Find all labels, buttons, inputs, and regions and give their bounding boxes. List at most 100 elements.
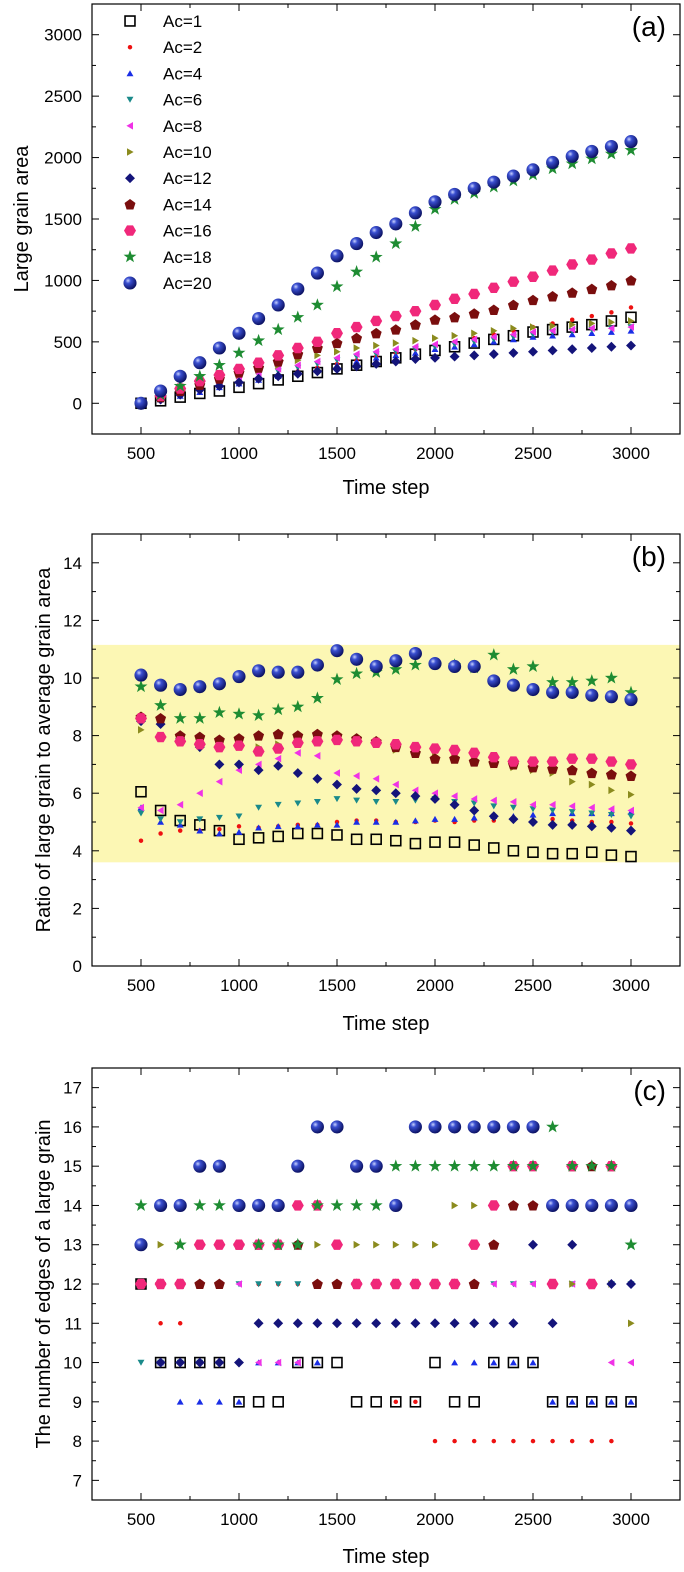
data-point [585,254,598,265]
data-point [212,1159,226,1173]
data-point [588,324,595,333]
data-point [432,334,439,342]
data-point [313,1359,321,1366]
data-point [372,799,380,806]
data-point [350,652,364,666]
data-point [568,331,576,338]
data-point [409,1396,422,1408]
data-point [294,823,302,830]
data-point [330,279,344,293]
data-point [411,786,419,795]
data-point [177,1321,183,1326]
y-tick-label: 2 [73,899,82,918]
data-point [158,1321,163,1326]
data-point [193,739,206,750]
data-point [604,1198,618,1213]
data-point [232,1198,246,1213]
data-point [331,1239,343,1250]
data-point [334,347,341,356]
data-point [526,1159,540,1172]
y-tick-label: 0 [73,394,82,413]
y-tick-label: 11 [64,1314,82,1333]
data-point [390,1318,401,1329]
data-point [468,756,480,767]
data-point [487,674,501,688]
data-point [627,323,634,331]
data-point [350,833,363,846]
data-point [471,1438,477,1444]
data-point [390,324,402,335]
data-point [608,786,615,795]
data-point [392,339,400,347]
data-point [373,1240,380,1249]
data-point [252,664,266,678]
data-point [488,304,500,315]
data-point [568,809,576,816]
data-point [528,1239,538,1250]
data-point [467,1120,481,1134]
data-point [353,818,361,825]
data-point [135,1278,147,1290]
data-point [431,815,439,822]
data-point [255,1281,263,1288]
data-point [546,756,559,767]
data-point [392,352,400,359]
data-point [373,341,380,350]
data-point [546,675,560,688]
data-point [174,736,187,747]
data-point [624,143,638,156]
data-point [490,326,498,335]
data-point [253,765,264,776]
data-point [468,308,480,319]
data-point [431,340,438,349]
data-point [353,344,361,352]
data-point [506,169,520,183]
data-point [331,328,343,339]
data-point [371,1318,382,1329]
data-point [487,175,501,189]
data-point [607,328,615,335]
data-point [605,1396,618,1408]
data-point [310,1198,324,1211]
data-point [549,332,557,339]
data-point [628,790,635,799]
data-point [470,335,478,344]
data-point [605,769,617,780]
data-point [565,685,579,699]
data-point [547,1318,558,1329]
data-point [292,768,303,778]
data-point [625,759,637,770]
data-point [530,1438,536,1444]
data-point [507,1200,519,1211]
data-point [271,322,285,336]
data-point [370,327,382,339]
y-tick-label: 4 [73,842,82,861]
legend-marker [127,44,133,50]
data-point [508,814,519,825]
data-point [467,181,481,195]
data-point [569,320,576,329]
series-6 [138,317,635,408]
series-5 [137,749,634,815]
data-point [196,816,204,823]
data-point [389,236,403,250]
data-point [624,135,638,149]
data-point [255,1358,262,1367]
legend: Ac=1 Ac=2 Ac=4 Ac=6 Ac=8 Ac=10 Ac=12 Ac=14 Ac=16… [123,12,212,293]
series-1 [135,311,637,410]
data-point [451,815,459,822]
data-point [604,690,618,704]
data-point [410,354,421,365]
data-point [372,347,380,356]
data-point [430,794,440,804]
data-point [154,804,167,817]
data-point [429,836,441,848]
data-point [351,332,363,344]
data-point [488,811,499,822]
data-point [393,1399,399,1405]
data-point [585,1278,598,1290]
data-point [508,1318,519,1329]
y-tick-label: 0 [73,957,82,976]
series-3 [137,1280,635,1405]
data-point [292,1318,303,1329]
